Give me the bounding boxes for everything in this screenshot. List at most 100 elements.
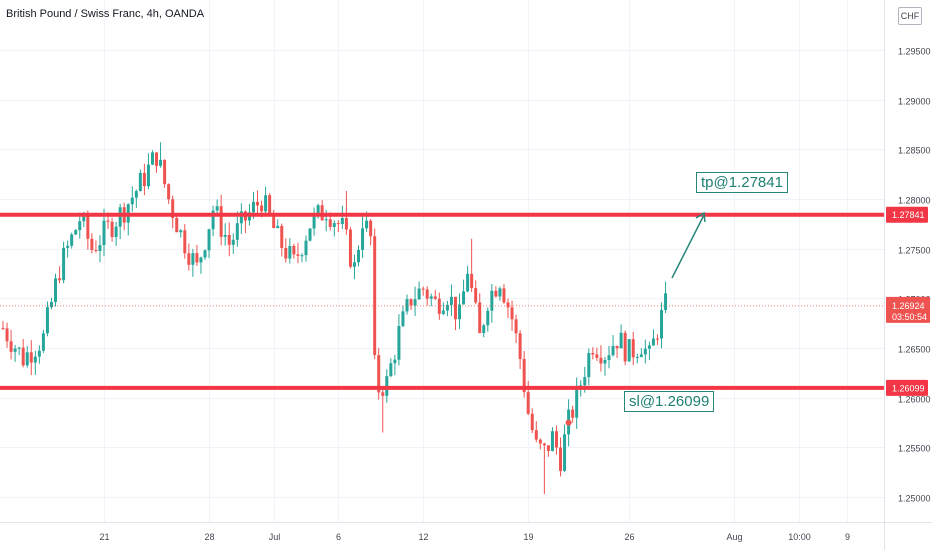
tp-label[interactable]: tp@1.27841	[696, 172, 788, 193]
candle-body	[631, 339, 635, 358]
candle-body	[603, 360, 607, 364]
candle-body	[639, 354, 643, 357]
candle-body	[219, 206, 223, 237]
candle-body	[114, 226, 118, 238]
candle-body	[482, 325, 486, 334]
candle-body	[62, 247, 66, 281]
candle-body	[651, 338, 655, 346]
candle-body	[316, 205, 320, 214]
candle-body	[421, 288, 425, 290]
candle-body	[110, 221, 114, 238]
price-tick-label: 1.25500	[898, 444, 931, 454]
candle-body	[308, 228, 312, 241]
candle-body	[417, 288, 421, 300]
candle-body	[607, 355, 611, 361]
candle-body	[393, 359, 397, 364]
candle-body	[227, 234, 231, 245]
grid-lines	[0, 0, 884, 522]
candle-body	[559, 447, 563, 471]
candle-body	[66, 245, 70, 248]
candle-body	[433, 296, 437, 299]
candle-body	[29, 352, 33, 363]
price-axis[interactable]: 1.250001.255001.260001.265001.270001.275…	[884, 0, 932, 550]
candle-body	[142, 172, 146, 187]
sl-label[interactable]: sl@1.26099	[624, 391, 715, 412]
candle-body	[579, 385, 583, 387]
candle-body	[37, 350, 41, 357]
time-tick-label: 10:00	[788, 532, 811, 542]
time-tick-label: 26	[624, 532, 634, 542]
candle-body	[542, 443, 546, 446]
candle-body	[583, 377, 587, 386]
candle-body	[13, 348, 17, 352]
candle-body	[377, 355, 381, 393]
candle-body	[530, 413, 534, 431]
candle-body	[155, 152, 159, 166]
candle-body	[25, 352, 29, 366]
currency-button[interactable]: CHF	[898, 7, 922, 25]
candle-body	[235, 223, 239, 240]
candle-body	[664, 293, 668, 311]
candle-body	[280, 225, 284, 248]
arrow-shaft	[671, 214, 705, 279]
candle-body	[498, 288, 502, 297]
candle-body	[413, 299, 417, 306]
candle-body	[94, 250, 98, 252]
candle-body	[409, 299, 413, 306]
last-price-badge	[886, 296, 930, 323]
candle-body	[344, 217, 348, 230]
take-profit-badge	[886, 206, 928, 223]
candle-body	[445, 304, 449, 311]
candle-body	[405, 299, 409, 312]
time-axis[interactable]: 21 28 Jul 6 12 19 26 Aug 10:00 9	[0, 522, 932, 543]
candle-body	[106, 220, 110, 222]
candle-body	[41, 333, 45, 351]
price-tick-label: 1.28000	[898, 196, 931, 206]
tp-arrow	[671, 211, 706, 279]
candle-body	[82, 216, 86, 222]
candle-body	[599, 357, 603, 364]
candle-body	[260, 205, 264, 212]
candle-body	[187, 253, 191, 265]
candle-body	[195, 253, 199, 263]
candle-body	[1, 328, 5, 330]
candle-body	[272, 213, 276, 228]
countdown-label: 03:50:54	[892, 312, 927, 322]
candle-body	[239, 211, 243, 224]
candle-body	[199, 257, 203, 263]
candle-body	[171, 199, 175, 219]
candle-body	[78, 221, 82, 231]
candle-body	[9, 341, 13, 352]
candle-body	[381, 392, 385, 396]
candle-body	[365, 220, 369, 229]
candle-body	[538, 439, 542, 444]
price-levels	[0, 212, 884, 390]
candle-body	[150, 152, 154, 165]
candle-body	[292, 245, 296, 255]
candle-body	[167, 184, 171, 200]
time-tick-label: 19	[523, 532, 533, 542]
candle-body	[17, 347, 21, 349]
candle-body	[179, 230, 183, 233]
candle-body	[86, 216, 90, 239]
candle-body	[207, 229, 211, 251]
candle-body	[389, 363, 393, 377]
candle-body	[522, 358, 526, 393]
candle-body	[373, 236, 377, 356]
price-tick-label: 1.26000	[898, 395, 931, 405]
candle-body	[134, 191, 138, 198]
candle-body	[264, 195, 268, 212]
candle-body	[70, 234, 74, 246]
candle-body	[458, 304, 462, 320]
candle-body	[49, 301, 53, 308]
candle-body	[623, 332, 627, 362]
candle-body	[470, 273, 474, 289]
candle-body	[514, 319, 518, 334]
candle-body	[575, 386, 579, 418]
candle-body	[563, 434, 567, 471]
candle-body	[462, 291, 466, 305]
candle-body	[627, 339, 631, 362]
candle-body	[130, 197, 134, 205]
candle-body	[357, 249, 361, 263]
